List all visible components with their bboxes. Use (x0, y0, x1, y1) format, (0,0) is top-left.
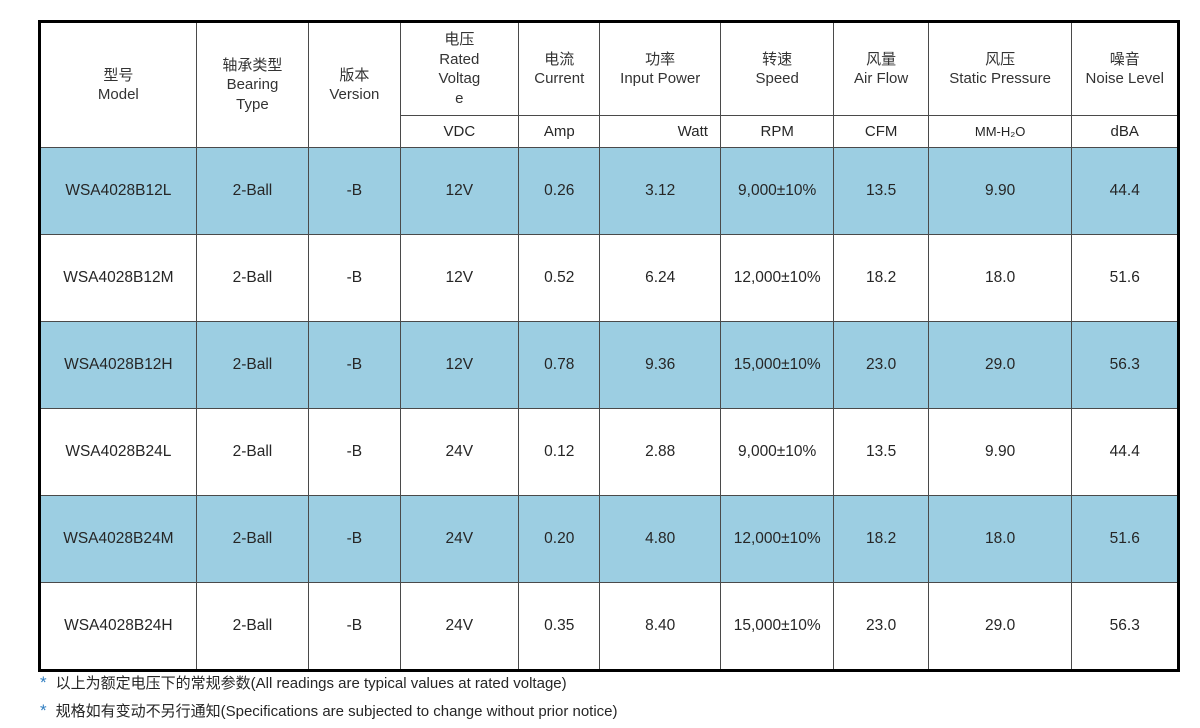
asterisk-marker: * (40, 673, 47, 692)
cell-power: 9.36 (599, 321, 721, 409)
cell-bearing: 2-Ball (195, 147, 310, 235)
cell-speed: 9,000±10% (719, 147, 835, 235)
column-header-current: 电流 Current (518, 21, 601, 116)
cell-noise: 56.3 (1071, 582, 1179, 671)
column-header-bearing-type: 轴承类型 Bearing Type (195, 21, 310, 148)
column-header-air-flow: 风量 Air Flow (833, 21, 929, 116)
unit-cfm: CFM (833, 115, 929, 148)
unit-amp: Amp (518, 115, 601, 148)
table-row: WSA4028B24L 2-Ball -B 24V 0.12 2.88 9,000±10% 1… (39, 408, 1179, 496)
cell-current: 0.12 (518, 408, 601, 496)
table-row: WSA4028B24M 2-Ball -B 24V 0.20 4.80 12,000±10%… (39, 495, 1179, 583)
cell-speed: 15,000±10% (719, 321, 835, 409)
cell-bearing: 2-Ball (195, 582, 310, 671)
cell-bearing: 2-Ball (195, 234, 310, 322)
cell-bearing: 2-Ball (195, 408, 310, 496)
cell-speed: 9,000±10% (719, 408, 835, 496)
cell-noise: 51.6 (1071, 234, 1179, 322)
column-header-static-pressure: 风压 Static Pressure (927, 21, 1073, 116)
spec-table-body: WSA4028B12L 2-Ball -B 12V 0.26 3.12 9,000±10% 1… (39, 147, 1179, 671)
cell-speed: 15,000±10% (719, 582, 835, 671)
cell-model: WSA4028B24M (39, 495, 197, 583)
cell-airflow: 23.0 (833, 582, 929, 671)
cell-version: -B (308, 147, 401, 235)
cell-power: 4.80 (599, 495, 721, 583)
cell-noise: 44.4 (1071, 408, 1179, 496)
fan-spec-table: 型号 Model 轴承类型 Bearing Type 版本 Version 电压… (38, 20, 1180, 672)
cell-noise: 44.4 (1071, 147, 1179, 235)
cell-version: -B (308, 234, 401, 322)
cell-power: 3.12 (599, 147, 721, 235)
cell-current: 0.26 (518, 147, 601, 235)
footnote-rated-voltage: * 以上为额定电压下的常规参数(All readings are typical… (40, 672, 1160, 695)
cell-current: 0.35 (518, 582, 601, 671)
table-row: WSA4028B12H 2-Ball -B 12V 0.78 9.36 15,000±10%… (39, 321, 1179, 409)
column-header-speed: 转速 Speed (719, 21, 835, 116)
units-row: VDC Amp Watt RPM CFM MM-H₂O dBA (40, 115, 1179, 148)
cell-version: -B (308, 321, 401, 409)
cell-model: WSA4028B24H (39, 582, 197, 671)
table-row: WSA4028B12L 2-Ball -B 12V 0.26 3.12 9,000±10% 1… (39, 147, 1179, 235)
cell-airflow: 13.5 (833, 147, 929, 235)
cell-current: 0.20 (518, 495, 601, 583)
unit-dba: dBA (1071, 115, 1179, 148)
footnotes: * 以上为额定电压下的常规参数(All readings are typical… (40, 672, 1160, 728)
cell-bearing: 2-Ball (195, 321, 310, 409)
cell-voltage: 12V (399, 321, 520, 409)
footnote-text: 规格如有变动不另行通知(Specifications are subjected… (55, 702, 618, 720)
cell-airflow: 18.2 (833, 234, 929, 322)
cell-airflow: 18.2 (833, 495, 929, 583)
cell-noise: 51.6 (1071, 495, 1179, 583)
cell-power: 8.40 (599, 582, 721, 671)
cell-speed: 12,000±10% (719, 234, 835, 322)
cell-model: WSA4028B24L (39, 408, 197, 496)
column-header-rated-voltage: 电压 Rated Voltag e (399, 21, 520, 116)
cell-version: -B (308, 495, 401, 583)
unit-vdc: VDC (399, 115, 520, 148)
cell-pressure: 18.0 (927, 495, 1073, 583)
cell-voltage: 24V (399, 495, 520, 583)
cell-airflow: 23.0 (833, 321, 929, 409)
cell-pressure: 18.0 (927, 234, 1073, 322)
unit-mm-h2o: MM-H₂O (927, 115, 1073, 148)
cell-voltage: 24V (399, 582, 520, 671)
cell-pressure: 9.90 (927, 408, 1073, 496)
header-row: 型号 Model 轴承类型 Bearing Type 版本 Version 电压… (39, 21, 1179, 148)
unit-rpm: RPM (719, 115, 835, 148)
asterisk-marker: * (40, 700, 47, 720)
cell-speed: 12,000±10% (719, 495, 835, 583)
cell-model: WSA4028B12H (39, 321, 197, 409)
cell-voltage: 12V (399, 147, 520, 235)
cell-power: 6.24 (599, 234, 721, 322)
cell-model: WSA4028B12L (39, 147, 197, 235)
cell-airflow: 13.5 (833, 408, 929, 496)
cell-voltage: 24V (399, 408, 520, 496)
table-row: WSA4028B24H 2-Ball -B 24V 0.35 8.40 15,000±10%… (39, 582, 1179, 671)
unit-watt: Watt (599, 115, 721, 148)
column-header-version: 版本 Version (308, 21, 401, 148)
column-header-input-power: 功率 Input Power (599, 21, 721, 116)
cell-pressure: 29.0 (927, 582, 1073, 671)
cell-current: 0.52 (518, 234, 601, 322)
cell-bearing: 2-Ball (195, 495, 310, 583)
footnote-spec-change: * 规格如有变动不另行通知(Specifications are subject… (40, 700, 1160, 723)
cell-version: -B (308, 408, 401, 496)
column-header-noise-level: 噪音 Noise Level (1071, 21, 1179, 116)
table-row: WSA4028B12M 2-Ball -B 12V 0.52 6.24 12,000±10%… (39, 234, 1179, 322)
column-header-model: 型号 Model (39, 21, 197, 148)
cell-pressure: 9.90 (927, 147, 1073, 235)
cell-current: 0.78 (518, 321, 601, 409)
cell-model: WSA4028B12M (39, 234, 197, 322)
cell-voltage: 12V (399, 234, 520, 322)
footnote-text: 以上为额定电压下的常规参数(All readings are typical v… (55, 675, 567, 692)
cell-power: 2.88 (599, 408, 721, 496)
cell-pressure: 29.0 (927, 321, 1073, 409)
cell-version: -B (308, 582, 401, 671)
cell-noise: 56.3 (1071, 321, 1179, 409)
